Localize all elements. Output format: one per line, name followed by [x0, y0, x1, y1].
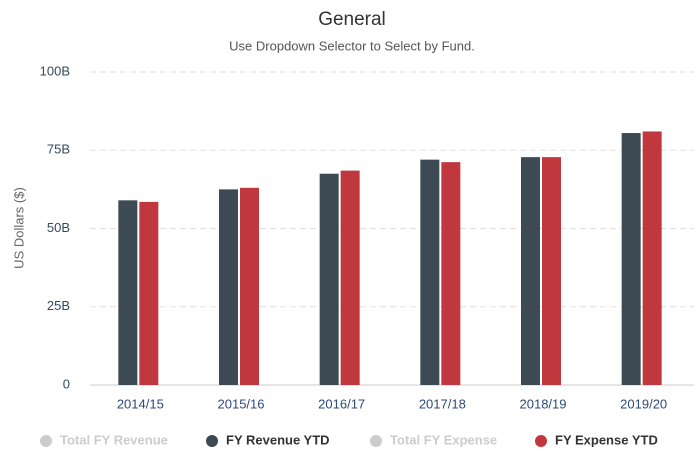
legend-marker[interactable] [40, 435, 52, 447]
bar [340, 170, 360, 385]
chart-subtitle: Use Dropdown Selector to Select by Fund. [229, 38, 475, 53]
x-tick-label: 2015/16 [218, 396, 265, 411]
legend-label[interactable]: Total FY Expense [390, 432, 497, 447]
bar [319, 173, 339, 385]
y-tick-label: 0 [63, 376, 70, 391]
legend-marker[interactable] [535, 435, 547, 447]
x-tick-label: 2014/15 [117, 396, 164, 411]
legend-label[interactable]: Total FY Revenue [60, 432, 168, 447]
x-tick-label: 2018/19 [520, 396, 567, 411]
y-tick-label: 75B [47, 142, 70, 157]
y-tick-label: 100B [40, 63, 70, 78]
bar [621, 133, 641, 385]
x-tick-label: 2017/18 [419, 396, 466, 411]
y-tick-label: 50B [47, 220, 70, 235]
y-axis-label: US Dollars ($) [11, 187, 26, 269]
bar [139, 201, 159, 385]
x-tick-label: 2019/20 [620, 396, 667, 411]
bar [521, 157, 540, 385]
legend-label[interactable]: FY Revenue YTD [226, 432, 330, 447]
bar [542, 157, 561, 385]
legend-label[interactable]: FY Expense YTD [555, 432, 658, 447]
bar [420, 159, 440, 385]
y-tick-label: 25B [47, 298, 70, 313]
bar [118, 200, 138, 385]
bar [441, 162, 461, 385]
legend-marker[interactable] [206, 435, 218, 447]
chart-title: General [318, 9, 386, 30]
legend-marker[interactable] [370, 435, 382, 447]
x-tick-label: 2016/17 [318, 396, 365, 411]
bar [642, 131, 662, 385]
bar [219, 189, 238, 385]
bar [240, 187, 259, 385]
